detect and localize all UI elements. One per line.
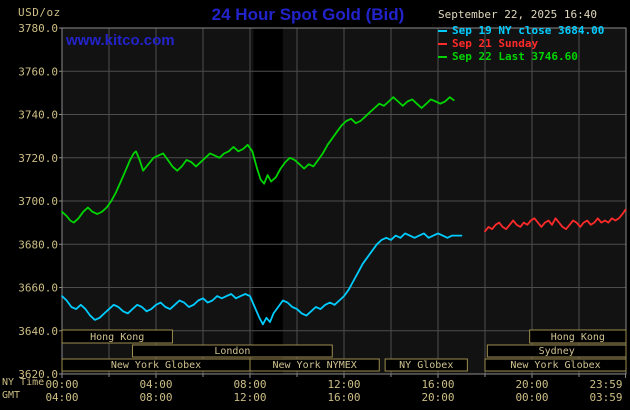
svg-text:04:00: 04:00 bbox=[139, 378, 172, 391]
svg-text:3680.0: 3680.0 bbox=[18, 238, 58, 251]
svg-text:3740.0: 3740.0 bbox=[18, 109, 58, 122]
gmt-axis-label: GMT bbox=[2, 390, 21, 401]
svg-text:16:00: 16:00 bbox=[327, 391, 360, 404]
session-label: New York NYMEX bbox=[272, 360, 356, 371]
svg-text:12:00: 12:00 bbox=[327, 378, 360, 391]
session-box bbox=[384, 358, 468, 372]
session-box bbox=[484, 358, 627, 372]
legend: Sep 19 NY close 3684.00 Sep 21 Sunday Se… bbox=[438, 24, 604, 63]
legend-label-sep21: Sep 21 Sunday bbox=[452, 37, 539, 50]
session-label: Sydney bbox=[539, 346, 575, 357]
session-label: New York Globex bbox=[111, 360, 201, 371]
session-box bbox=[486, 344, 627, 358]
kitco-watermark-link[interactable]: www.kitco.com bbox=[66, 32, 175, 49]
svg-text:3720.0: 3720.0 bbox=[18, 152, 58, 165]
legend-label-sep22: Sep 22 Last 3746.60 bbox=[452, 50, 578, 63]
svg-text:00:00: 00:00 bbox=[45, 378, 78, 391]
session-label: New York Globex bbox=[510, 360, 600, 371]
svg-text:16:00: 16:00 bbox=[421, 378, 454, 391]
price-line-sep19 bbox=[61, 232, 463, 326]
gridlines bbox=[62, 28, 626, 374]
session-box bbox=[249, 358, 380, 372]
price-line-sep22 bbox=[61, 96, 455, 224]
ny-time-axis-label: NY Time bbox=[2, 377, 45, 388]
legend-item-sep21: Sep 21 Sunday bbox=[438, 37, 604, 50]
market-sessions: Hong Kong Hong Kong London Sydney New York G… bbox=[61, 329, 627, 372]
unit-label: USD/oz bbox=[18, 6, 61, 19]
legend-item-sep19: Sep 19 NY close 3684.00 bbox=[438, 24, 604, 37]
svg-text:12:00: 12:00 bbox=[233, 391, 266, 404]
session-box bbox=[132, 344, 333, 358]
svg-text:20:00: 20:00 bbox=[421, 391, 454, 404]
svg-text:3760.0: 3760.0 bbox=[18, 65, 58, 78]
svg-text:20:00: 20:00 bbox=[515, 378, 548, 391]
svg-text:08:00: 08:00 bbox=[233, 378, 266, 391]
svg-text:3660.0: 3660.0 bbox=[18, 282, 58, 295]
svg-text:04:00: 04:00 bbox=[45, 391, 78, 404]
svg-text:08:00: 08:00 bbox=[139, 391, 172, 404]
page-title: 24 Hour Spot Gold (Bid) bbox=[211, 5, 405, 24]
session-label: NY Globex bbox=[399, 360, 453, 371]
x-axis-labels: 00:0004:0004:0008:0008:0012:0012:0016:00… bbox=[45, 374, 627, 404]
svg-text:03:59: 03:59 bbox=[589, 391, 622, 404]
session-label: Hong Kong bbox=[551, 332, 605, 343]
legend-item-sep22: Sep 22 Last 3746.60 bbox=[438, 50, 604, 63]
legend-label-sep19: Sep 19 NY close 3684.00 bbox=[452, 24, 605, 37]
legend-dash-icon bbox=[438, 55, 447, 58]
svg-text:3640.0: 3640.0 bbox=[18, 325, 58, 338]
legend-dash-icon bbox=[438, 42, 447, 45]
y-axis-labels: 3780.0 3760.0 3740.0 3720.0 3700.0 3680.0 3660… bbox=[18, 22, 62, 381]
svg-text:3780.0: 3780.0 bbox=[18, 22, 58, 35]
svg-text:3700.0: 3700.0 bbox=[18, 195, 58, 208]
session-label: London bbox=[214, 346, 250, 357]
svg-text:3620.0: 3620.0 bbox=[18, 368, 58, 381]
price-line-sep21 bbox=[484, 208, 627, 233]
session-box bbox=[61, 329, 173, 344]
svg-text:23:59: 23:59 bbox=[589, 378, 622, 391]
session-box bbox=[529, 329, 627, 344]
legend-dash-icon bbox=[438, 29, 447, 32]
svg-text:00:00: 00:00 bbox=[515, 391, 548, 404]
session-label: Hong Kong bbox=[90, 332, 144, 343]
timestamp: September 22, 2025 16:40 bbox=[438, 8, 597, 21]
